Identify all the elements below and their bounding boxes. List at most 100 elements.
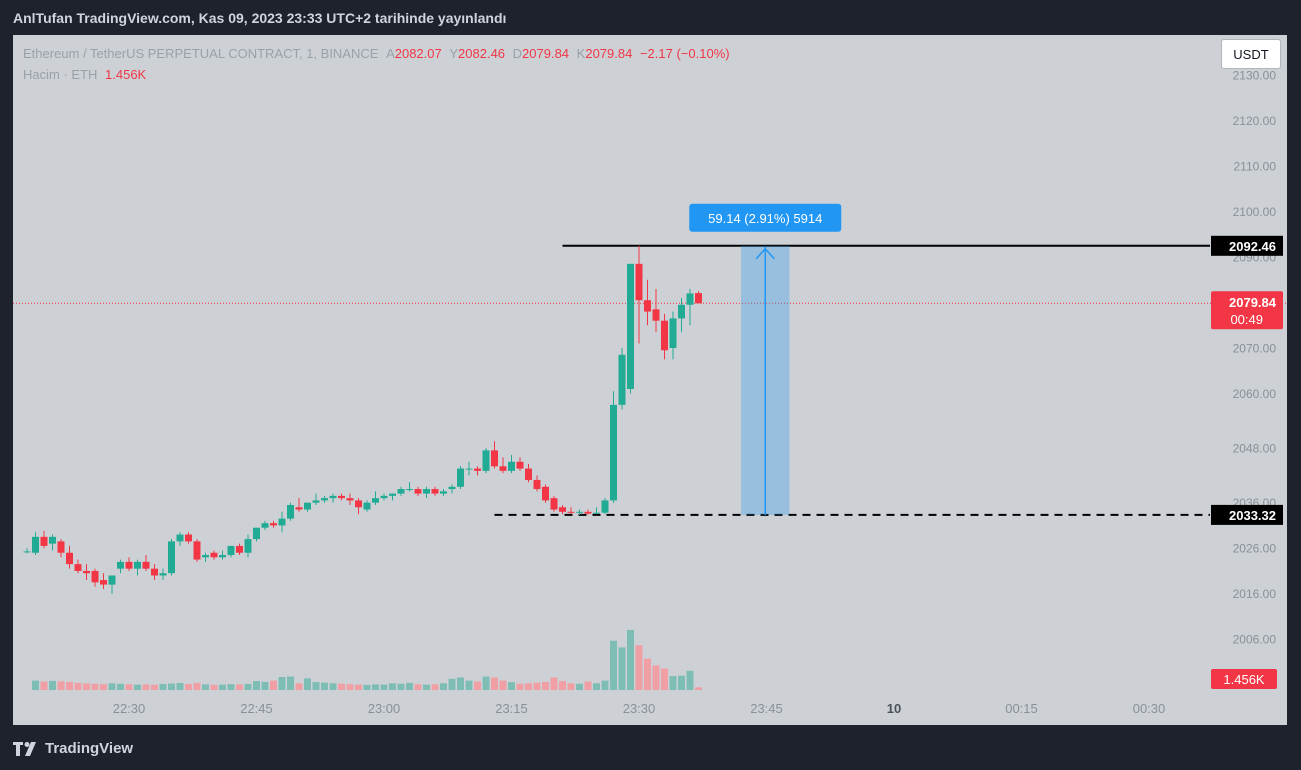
price-line-label: 2033.32: [1229, 508, 1276, 523]
candle-body: [380, 495, 388, 499]
volume-bar: [661, 668, 668, 690]
price-tick-label: 2026.00: [1233, 542, 1277, 556]
volume-bar: [593, 683, 600, 690]
measure-label: 59.14 (2.91%) 5914: [708, 211, 822, 226]
chart-frame[interactable]: 59.14 (2.91%) 5914 2130.00 2120.00 2110.00…: [13, 35, 1287, 725]
candle-body: [652, 309, 660, 321]
candle-body: [457, 468, 464, 487]
price-tick-label: 2048.00: [1233, 442, 1277, 456]
candle-body: [287, 504, 294, 519]
volume-bar: [627, 630, 634, 690]
candle-body: [346, 498, 354, 501]
candle-body: [83, 570, 90, 574]
volume-bar: [414, 684, 422, 690]
candle-body: [448, 486, 456, 490]
volume-bar: [338, 683, 345, 690]
volume-bar: [355, 684, 362, 690]
candle-body: [533, 479, 541, 490]
candle-body: [508, 461, 515, 471]
candle-body: [525, 468, 532, 480]
candle-body: [40, 536, 48, 546]
price-lines-layer: [13, 244, 1287, 516]
volume-bar: [159, 683, 167, 690]
candle-body: [355, 500, 362, 508]
volume-layer: [32, 630, 702, 690]
volume-bar: [440, 683, 447, 690]
candle-body: [49, 536, 56, 544]
candle-body: [236, 545, 243, 553]
volume-bar: [457, 677, 464, 690]
volume-legend-value: 1.456K: [105, 67, 147, 82]
price-tick-label: 2060.00: [1233, 387, 1277, 401]
volume-bar: [253, 681, 260, 690]
open-value: 2082.07: [394, 46, 442, 61]
candle-body: [559, 507, 566, 512]
volume-legend: Hacim · ETH 1.456K: [23, 67, 146, 82]
volume-bar: [601, 680, 609, 690]
close-label: K: [576, 46, 586, 61]
volume-bar: [669, 676, 677, 690]
brand-name: TradingView: [45, 740, 134, 757]
volume-bar: [100, 684, 107, 690]
axis-layer: 2130.002120.002110.002100.002090.002070.…: [113, 69, 1277, 717]
candle-body: [431, 489, 439, 494]
candle-body: [584, 511, 592, 514]
current-price-label: 2079.84: [1229, 295, 1277, 310]
symbol-name: Ethereum / TetherUS PERPETUAL CONTRACT, …: [23, 46, 379, 61]
volume-bar: [389, 683, 396, 690]
price-tick-label: 2006.00: [1233, 633, 1277, 647]
candle-body: [134, 561, 141, 569]
volume-bar: [678, 675, 685, 690]
candle-body: [618, 354, 626, 405]
candle-body: [159, 573, 167, 576]
measure-label-box: [689, 203, 842, 232]
candle-body: [644, 300, 651, 312]
volume-bar: [525, 683, 532, 690]
volume-bar: [584, 681, 592, 690]
candles-layer: [23, 245, 702, 594]
volume-bar: [278, 677, 286, 690]
candle-body: [193, 541, 201, 560]
candle-body: [686, 293, 694, 305]
volume-bar: [134, 684, 141, 690]
candle-body: [125, 561, 133, 569]
price-tick-label: 2070.00: [1233, 342, 1277, 356]
candle-body: [635, 263, 643, 301]
volume-bar: [329, 683, 337, 690]
candle-body: [304, 502, 311, 510]
volume-bar: [202, 684, 209, 690]
volume-bar: [508, 682, 515, 690]
volume-axis-label-box: [1211, 669, 1277, 689]
candle-body: [295, 507, 303, 510]
volume-bar: [312, 682, 320, 690]
candle-body: [227, 545, 235, 556]
currency-button[interactable]: USDT: [1221, 39, 1281, 69]
candle-body: [482, 450, 490, 471]
volume-bar: [40, 681, 48, 690]
volume-bar: [635, 645, 643, 690]
candlestick-chart[interactable]: 59.14 (2.91%) 5914 2130.00 2120.00 2110.00…: [13, 35, 1287, 725]
volume-bar: [287, 676, 294, 690]
candle-body: [397, 489, 405, 494]
volume-bar: [474, 681, 481, 690]
volume-bar: [397, 683, 405, 690]
volume-bar: [168, 683, 175, 690]
candle-body: [499, 466, 507, 471]
tradingview-logo[interactable]: TradingView: [13, 740, 133, 757]
measure-layer: 59.14 (2.91%) 5914: [689, 203, 842, 515]
volume-bar: [270, 680, 277, 690]
low-label: D: [512, 46, 523, 61]
volume-bar: [610, 640, 617, 690]
price-tick-label: 2016.00: [1233, 587, 1277, 601]
price-line-label-box: [1211, 504, 1283, 525]
volume-bar: [363, 684, 371, 690]
close-value: 2079.84: [585, 46, 633, 61]
volume-bar: [695, 687, 702, 690]
volume-bar: [644, 658, 651, 690]
candle-body: [465, 468, 473, 470]
volume-bar: [57, 681, 65, 690]
volume-bar: [406, 682, 413, 690]
volume-bar: [219, 684, 226, 690]
candle-body: [261, 523, 269, 528]
time-tick-label: 23:00: [368, 701, 401, 716]
